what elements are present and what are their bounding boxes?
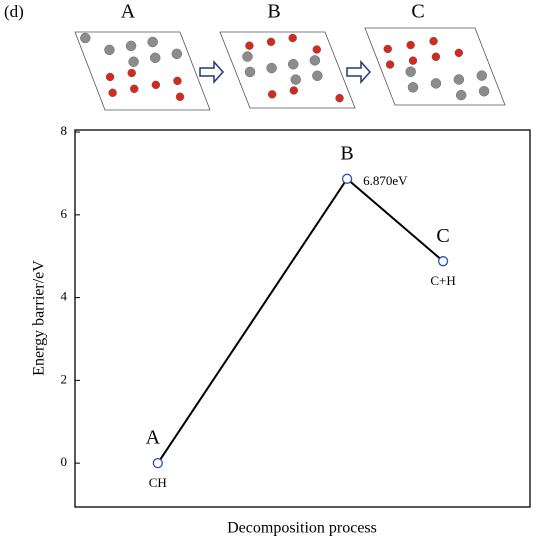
- point: [152, 457, 163, 469]
- atom: [130, 84, 139, 94]
- structure-label: A: [121, 1, 136, 23]
- atom: [242, 51, 253, 62]
- point-letter: B: [340, 142, 353, 164]
- atom: [312, 45, 321, 54]
- atom: [147, 36, 158, 48]
- structure-label: B: [267, 1, 280, 23]
- cell: [219, 31, 356, 109]
- point-letter: C: [436, 225, 449, 247]
- cell: [74, 31, 211, 111]
- arrow: [199, 60, 225, 84]
- atom: [128, 56, 139, 67]
- atom: [385, 60, 395, 69]
- point: [341, 173, 353, 184]
- atom: [80, 32, 91, 44]
- atom: [478, 85, 490, 97]
- line: [156, 177, 444, 464]
- y-tick-label: 6: [61, 206, 68, 221]
- species-label: CH: [149, 475, 167, 490]
- atom: [383, 44, 392, 54]
- atom: [171, 48, 183, 60]
- point-letter: A: [146, 427, 161, 449]
- arrow: [346, 60, 372, 84]
- atom: [476, 70, 487, 81]
- atom: [245, 41, 254, 50]
- species-label: C+H: [430, 273, 455, 288]
- atom: [289, 86, 299, 95]
- y-tick-label: 2: [61, 371, 68, 386]
- atom: [312, 70, 323, 81]
- atom: [127, 68, 136, 78]
- y-axis-label: Energy barrier/eV: [31, 260, 48, 376]
- atom: [266, 37, 276, 47]
- panel-label: (d): [4, 2, 24, 21]
- cell: [364, 27, 506, 106]
- atom: [266, 62, 277, 74]
- atom: [288, 33, 297, 43]
- atom: [151, 80, 161, 90]
- atom: [104, 44, 115, 56]
- atom: [244, 66, 256, 78]
- atom: [175, 92, 185, 101]
- atom: [454, 48, 464, 58]
- atom: [290, 74, 301, 85]
- atom: [406, 40, 415, 50]
- atom: [408, 56, 418, 65]
- atom: [108, 88, 117, 97]
- atom: [431, 52, 441, 61]
- atom: [150, 52, 161, 63]
- y-tick-label: 8: [61, 123, 68, 138]
- y-tick-label: 4: [61, 289, 68, 304]
- atom: [335, 93, 344, 103]
- y-tick-label: 0: [61, 454, 68, 469]
- atom: [453, 74, 465, 85]
- atom: [430, 78, 442, 89]
- atom: [288, 59, 299, 70]
- atom: [125, 40, 137, 52]
- atom: [405, 66, 416, 77]
- atom: [267, 90, 277, 99]
- atom: [309, 55, 321, 66]
- structures: [74, 27, 506, 111]
- point: [437, 256, 449, 267]
- atom: [455, 89, 467, 101]
- atom: [407, 82, 419, 93]
- atom: [173, 76, 182, 86]
- x-axis-label: Decomposition process: [227, 520, 377, 537]
- value-label: 6.870eV: [363, 173, 408, 188]
- atom: [105, 72, 115, 82]
- structure-label: C: [411, 1, 424, 23]
- atom: [429, 36, 438, 46]
- plot-frame: [74, 129, 531, 508]
- arrows: [199, 60, 372, 84]
